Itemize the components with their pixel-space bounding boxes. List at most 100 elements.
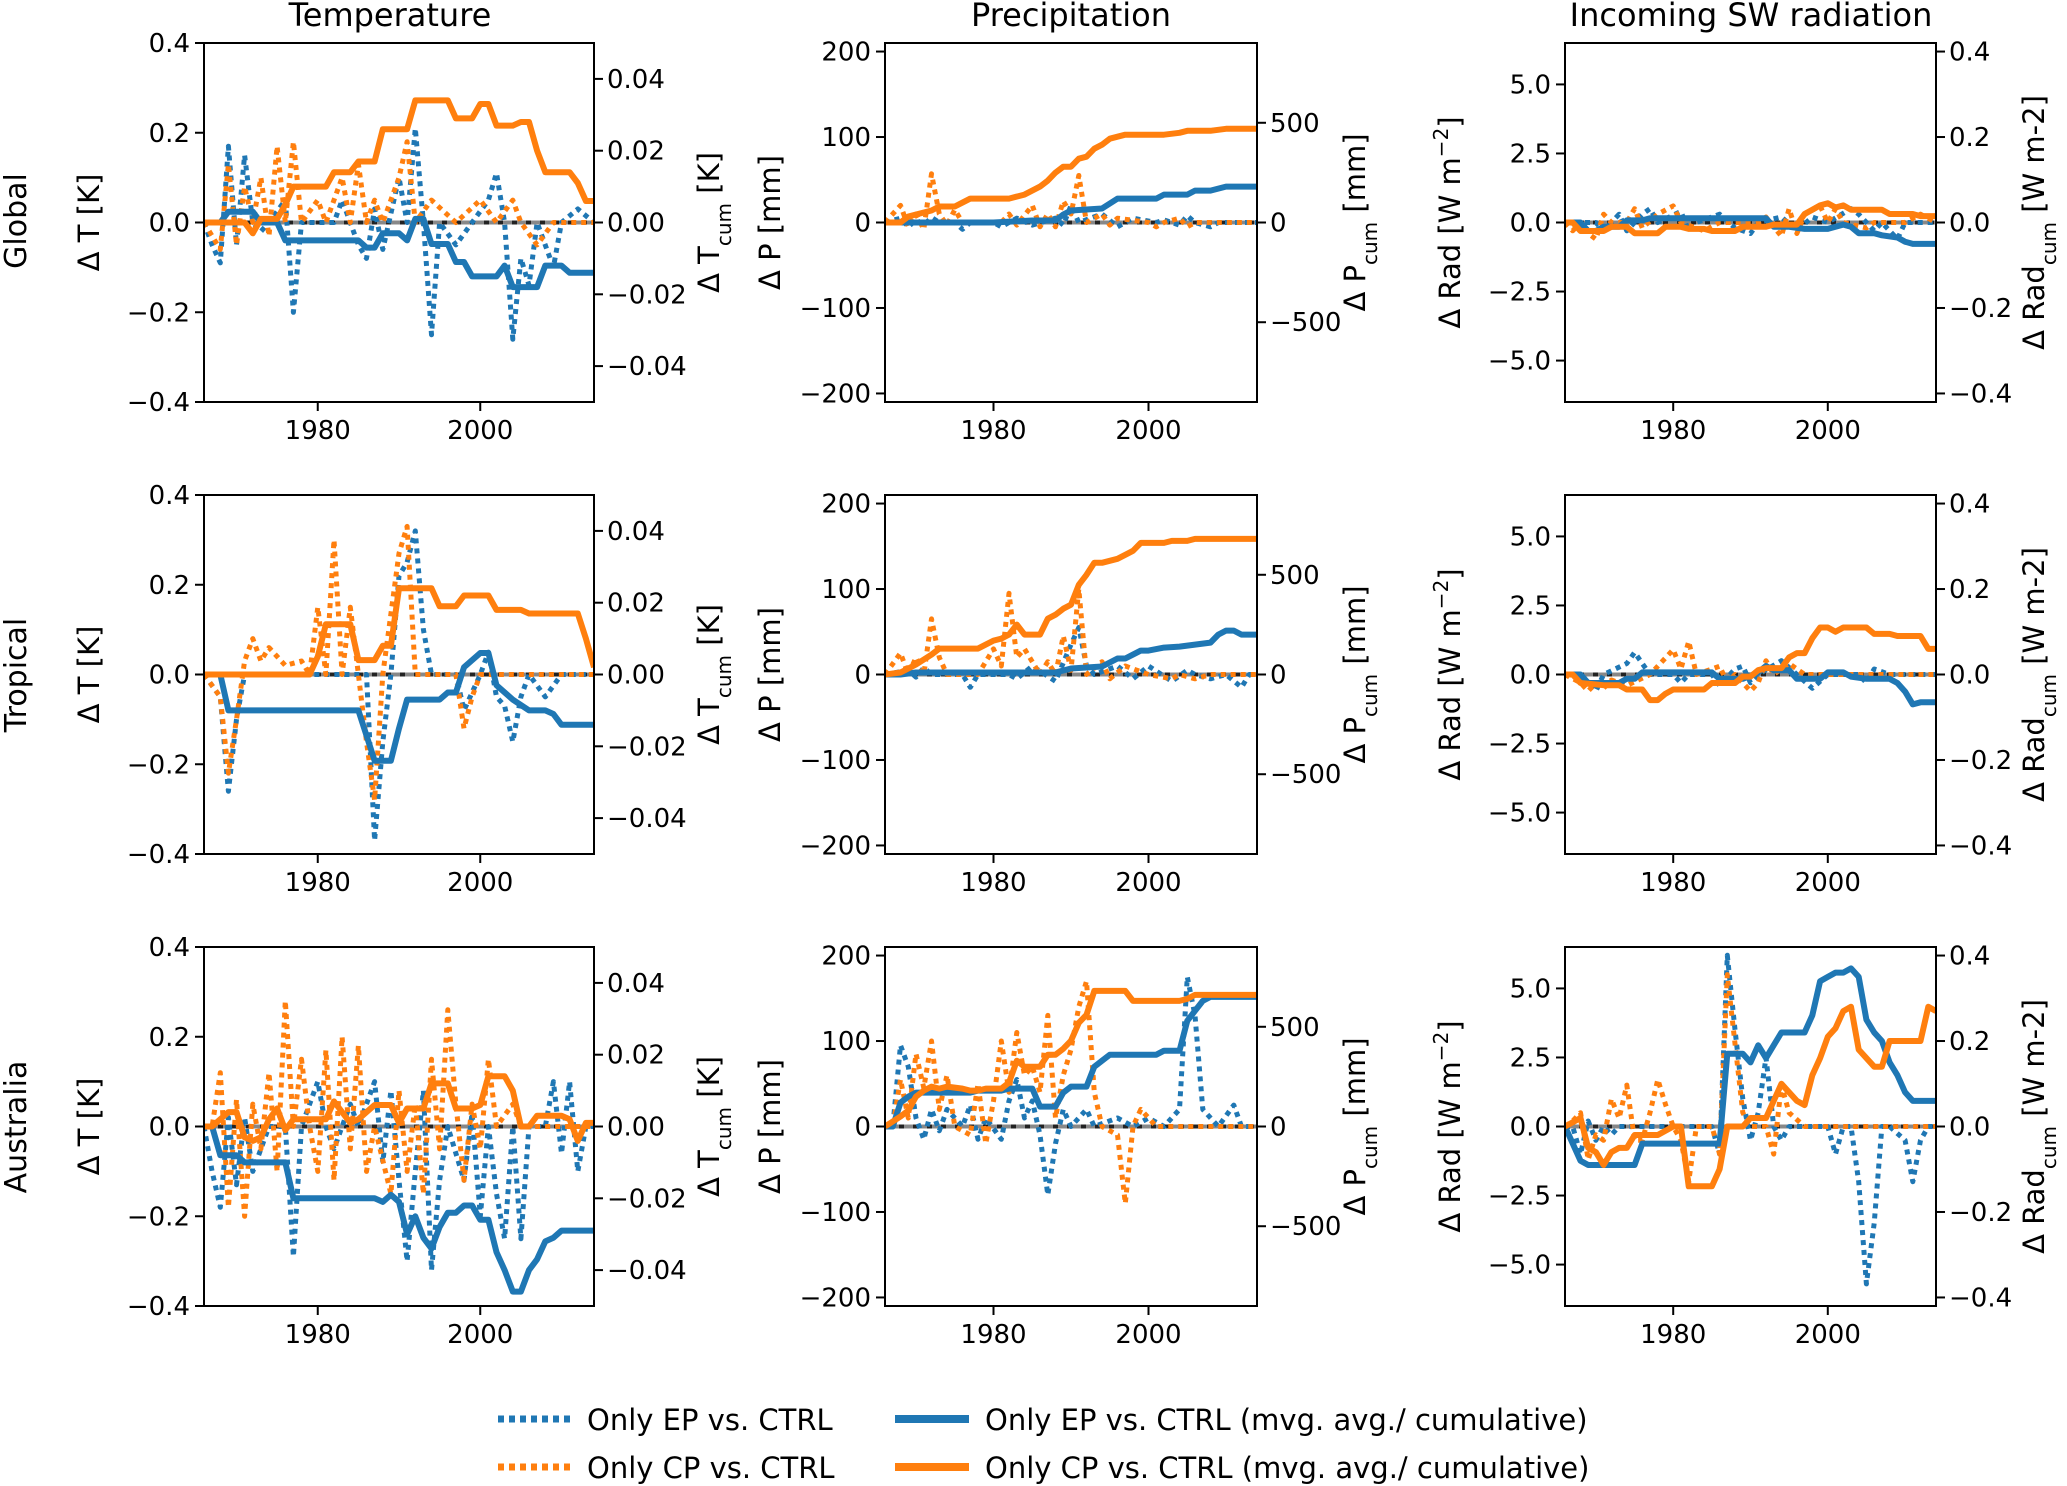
ylabel-tropical-precip: Δ P [mm] xyxy=(753,607,787,742)
y2tick-label-global-rad: 0.4 xyxy=(1949,38,1990,68)
series-ep-cum-australia-precip xyxy=(885,993,1257,1130)
ytick-label-tropical-rad: −5.0 xyxy=(1488,799,1551,829)
ylabel-australia-precip: Δ P [mm] xyxy=(753,1059,787,1194)
y2tick-label-australia-precip: 500 xyxy=(1270,1013,1320,1043)
series-cp-raw-global-precip xyxy=(885,171,1257,232)
ytick-label-tropical-temp: 0.0 xyxy=(149,661,190,691)
ytick-label-australia-rad: −5.0 xyxy=(1488,1251,1551,1281)
column-title-precipitation: Precipitation xyxy=(971,0,1171,34)
y2tick-label-global-temp: −0.02 xyxy=(607,280,687,310)
ylabel-tropical-rad: Δ Rad [W m−2] xyxy=(1429,568,1467,780)
panel-tropical-rad: 5.0 2.5 0.0 −2.5 −5.0 0.4 0.2 0.0 −0.2 −0.4 1980 20… xyxy=(1429,490,2061,898)
ytick-label-tropical-rad: −2.5 xyxy=(1488,730,1551,760)
panel-australia-temp: 0.4 0.2 0.0 −0.2 −0.4 0.04 0.02 0.00 −0.02 −0.04 1… xyxy=(72,933,736,1350)
ytick-label-australia-precip: −100 xyxy=(800,1198,871,1228)
y2tick-label-global-precip: 0 xyxy=(1270,209,1287,239)
xtick-label-australia-rad: 1980 xyxy=(1640,1320,1706,1350)
y2label-australia-precip: Δ Pcum [mm] xyxy=(1338,1037,1382,1215)
series-cp-cum-global-temp xyxy=(204,97,594,237)
y2tick-label-global-temp: 0.00 xyxy=(607,209,665,239)
series-group-global-temp xyxy=(204,97,594,342)
ylabel-australia-rad: Δ Rad [W m−2] xyxy=(1429,1020,1467,1232)
series-cp-raw-global-temp xyxy=(204,139,594,252)
series-group-tropical-rad xyxy=(1565,624,1936,708)
y2tick-label-tropical-precip: −500 xyxy=(1270,760,1341,790)
ytick-label-tropical-precip: −200 xyxy=(800,831,871,861)
xtick-label-tropical-precip: 1980 xyxy=(960,868,1026,898)
series-ep-cum-australia-temp xyxy=(204,1123,594,1295)
ytick-label-global-temp: −0.4 xyxy=(127,388,190,418)
series-cp-raw-australia-temp xyxy=(204,998,594,1219)
row-label-australia: Australia xyxy=(0,1061,34,1194)
series-ep-raw-tropical-precip xyxy=(885,625,1257,690)
ytick-label-tropical-temp: −0.4 xyxy=(127,840,190,870)
series-cp-cum-tropical-rad xyxy=(1565,624,1936,704)
ytick-label-tropical-temp: 0.2 xyxy=(149,571,190,601)
series-ep-cum-global-precip xyxy=(885,183,1257,226)
ytick-label-global-temp: −0.2 xyxy=(127,298,190,328)
panel-tropical-temp: 0.4 0.2 0.0 −0.2 −0.4 0.04 0.02 0.00 −0.02 −0.04 1… xyxy=(72,481,736,898)
xtick-label-australia-rad: 2000 xyxy=(1795,1320,1861,1350)
xtick-label-global-rad: 1980 xyxy=(1640,416,1706,446)
y2tick-label-australia-rad: 0.2 xyxy=(1949,1027,1990,1057)
ytick-label-global-precip: 0 xyxy=(854,209,871,239)
series-cp-raw-australia-rad xyxy=(1565,972,1936,1185)
y2tick-label-tropical-temp: 0.02 xyxy=(607,589,665,619)
legend-label-ep-raw: Only EP vs. CTRL xyxy=(587,1403,833,1437)
ytick-label-global-precip: 100 xyxy=(821,123,871,153)
column-title-temperature: Temperature xyxy=(288,0,492,34)
ytick-label-global-temp: 0.4 xyxy=(149,29,190,59)
ylabel-global-precip: Δ P [mm] xyxy=(753,155,787,290)
y2tick-label-tropical-rad: −0.4 xyxy=(1949,831,2012,861)
ytick-label-australia-temp: −0.2 xyxy=(127,1202,190,1232)
y2tick-label-global-temp: 0.04 xyxy=(607,65,665,95)
ytick-label-australia-rad: 2.5 xyxy=(1510,1043,1551,1073)
y2tick-label-australia-temp: −0.02 xyxy=(607,1184,687,1214)
y2tick-label-australia-precip: 0 xyxy=(1270,1113,1287,1143)
panel-australia-precip: 200 100 0 −100 −200 500 0 −500 1980 2000 Δ P [mm] Δ… xyxy=(753,942,1382,1350)
y2tick-label-australia-rad: −0.4 xyxy=(1949,1283,2012,1313)
series-group-australia-rad xyxy=(1565,952,1936,1287)
ytick-label-tropical-rad: 0.0 xyxy=(1510,661,1551,691)
y2tick-label-australia-temp: 0.02 xyxy=(607,1041,665,1071)
ytick-label-australia-precip: 100 xyxy=(821,1027,871,1057)
series-cp-cum-global-rad xyxy=(1565,200,1936,237)
series-cp-raw-tropical-temp xyxy=(204,523,594,803)
series-cp-cum-australia-rad xyxy=(1565,1003,1936,1190)
series-group-global-rad xyxy=(1565,200,1936,247)
y2tick-label-global-rad: −0.4 xyxy=(1949,379,2012,409)
ytick-label-tropical-temp: −0.2 xyxy=(127,750,190,780)
y2tick-label-tropical-rad: 0.4 xyxy=(1949,490,1990,520)
panel-australia-rad: 5.0 2.5 0.0 −2.5 −5.0 0.4 0.2 0.0 −0.2 −0.4 1980 20… xyxy=(1429,942,2061,1350)
series-cp-cum-australia-precip xyxy=(885,987,1257,1130)
xtick-label-tropical-precip: 2000 xyxy=(1115,868,1181,898)
ytick-label-tropical-rad: 5.0 xyxy=(1510,522,1551,552)
series-group-global-precip xyxy=(885,125,1257,232)
xtick-label-global-precip: 2000 xyxy=(1115,416,1181,446)
xtick-label-tropical-temp: 1980 xyxy=(285,868,351,898)
series-ep-raw-tropical-temp xyxy=(204,528,594,843)
ytick-label-australia-temp: 0.0 xyxy=(149,1113,190,1143)
y2tick-label-australia-rad: −0.2 xyxy=(1949,1198,2012,1228)
y2tick-label-tropical-temp: −0.04 xyxy=(607,804,687,834)
series-group-australia-temp xyxy=(204,998,594,1295)
ytick-label-australia-rad: −2.5 xyxy=(1488,1182,1551,1212)
y2label-australia-temp: Δ Tcum [K] xyxy=(692,1056,736,1197)
ytick-label-australia-temp: 0.4 xyxy=(149,933,190,963)
xtick-label-tropical-rad: 2000 xyxy=(1795,868,1861,898)
row-label-global: Global xyxy=(0,173,34,269)
legend: Only EP vs. CTRL Only CP vs. CTRL Only E… xyxy=(498,1403,1589,1485)
xtick-label-global-precip: 1980 xyxy=(960,416,1026,446)
ytick-label-global-rad: 2.5 xyxy=(1510,139,1551,169)
y2tick-label-australia-temp: 0.00 xyxy=(607,1113,665,1143)
series-group-australia-precip xyxy=(885,974,1257,1206)
ytick-label-global-precip: 200 xyxy=(821,38,871,68)
y2label-tropical-precip: Δ Pcum [mm] xyxy=(1338,585,1382,763)
legend-label-cp-raw: Only CP vs. CTRL xyxy=(587,1451,835,1485)
series-cp-cum-tropical-temp xyxy=(204,585,594,678)
ytick-label-global-rad: −5.0 xyxy=(1488,347,1551,377)
ytick-label-tropical-rad: 2.5 xyxy=(1510,591,1551,621)
panel-global-temp: 0.4 0.2 0.0 −0.2 −0.4 0.04 0.02 0.00 −0.02 −0.04 1… xyxy=(72,29,736,446)
ytick-label-australia-rad: 5.0 xyxy=(1510,974,1551,1004)
